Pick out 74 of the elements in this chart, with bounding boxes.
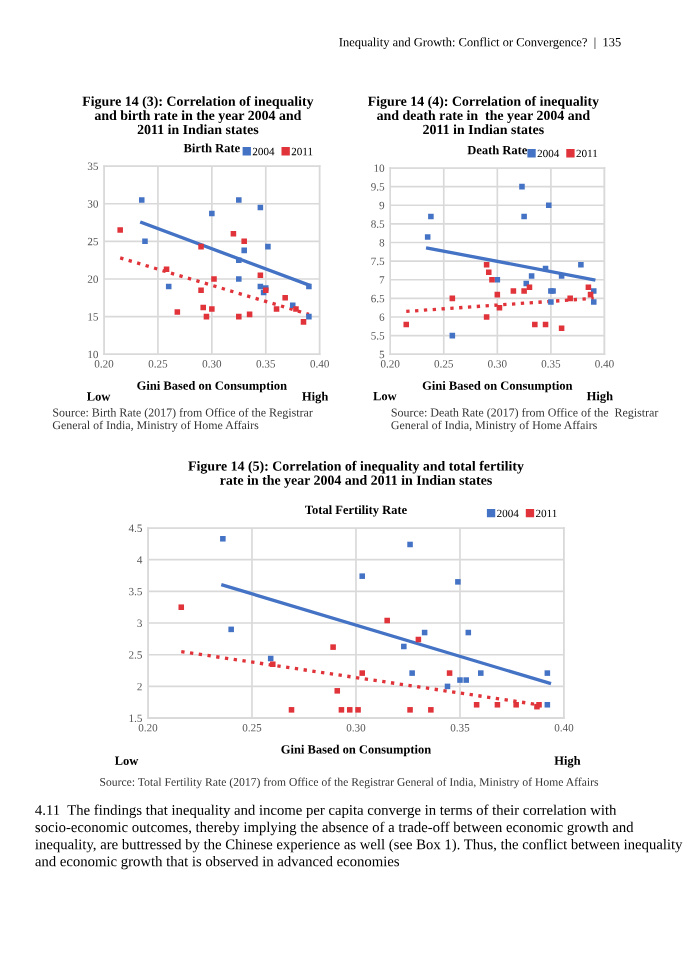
point: [494, 702, 501, 708]
point: [457, 677, 463, 683]
point: [510, 288, 517, 294]
point: [463, 677, 469, 683]
point: [270, 661, 276, 667]
point: [241, 238, 247, 245]
point: [409, 670, 415, 676]
point: [578, 262, 584, 268]
point: [489, 276, 495, 283]
point: [446, 670, 453, 676]
point: [403, 321, 410, 328]
point: [306, 313, 312, 320]
point: [306, 283, 312, 290]
point: [211, 276, 217, 282]
point: [241, 247, 247, 254]
point: [590, 299, 597, 305]
point: [236, 313, 242, 320]
point: [428, 707, 434, 713]
point: [359, 573, 365, 579]
point: [230, 231, 237, 237]
point: [359, 670, 365, 676]
point: [544, 670, 551, 676]
point: [558, 325, 565, 331]
point: [282, 295, 288, 301]
point: [265, 243, 271, 250]
point: [138, 197, 145, 203]
point: [407, 541, 413, 548]
point: [483, 262, 490, 268]
point: [478, 670, 484, 676]
point: [519, 183, 525, 190]
point: [384, 617, 390, 624]
point: [163, 266, 170, 272]
point: [521, 213, 527, 220]
point: [209, 210, 215, 217]
point: [236, 197, 242, 203]
point: [338, 707, 345, 713]
point: [300, 319, 307, 325]
point: [200, 304, 206, 311]
point: [567, 295, 573, 302]
point: [428, 213, 434, 220]
point: [548, 299, 554, 305]
point: [198, 287, 204, 294]
point: [117, 227, 123, 233]
point: [528, 273, 535, 279]
point: [521, 288, 527, 294]
point: [407, 707, 413, 713]
point: [585, 284, 592, 290]
point: [558, 273, 565, 279]
point: [198, 243, 204, 250]
point: [257, 272, 264, 278]
point: [174, 309, 181, 315]
point: [209, 306, 215, 312]
point: [401, 643, 407, 650]
point: [236, 276, 242, 282]
point: [355, 707, 361, 713]
point: [545, 202, 552, 209]
point: [544, 702, 551, 708]
point: [483, 314, 490, 320]
point: [494, 276, 501, 283]
point: [273, 306, 280, 312]
point: [228, 626, 234, 633]
point: [485, 269, 492, 276]
point: [455, 579, 461, 585]
point: [346, 707, 353, 713]
point: [424, 234, 431, 240]
point: [220, 535, 226, 542]
point: [142, 238, 148, 245]
point: [330, 644, 336, 650]
point: [532, 321, 538, 328]
point: [288, 707, 295, 713]
point: [334, 688, 341, 694]
point: [513, 702, 519, 708]
point: [473, 702, 480, 708]
point: [178, 604, 185, 610]
